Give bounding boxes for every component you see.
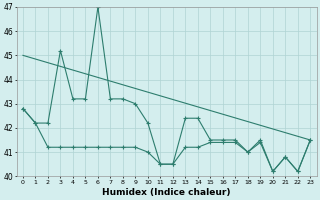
X-axis label: Humidex (Indice chaleur): Humidex (Indice chaleur) xyxy=(102,188,231,197)
